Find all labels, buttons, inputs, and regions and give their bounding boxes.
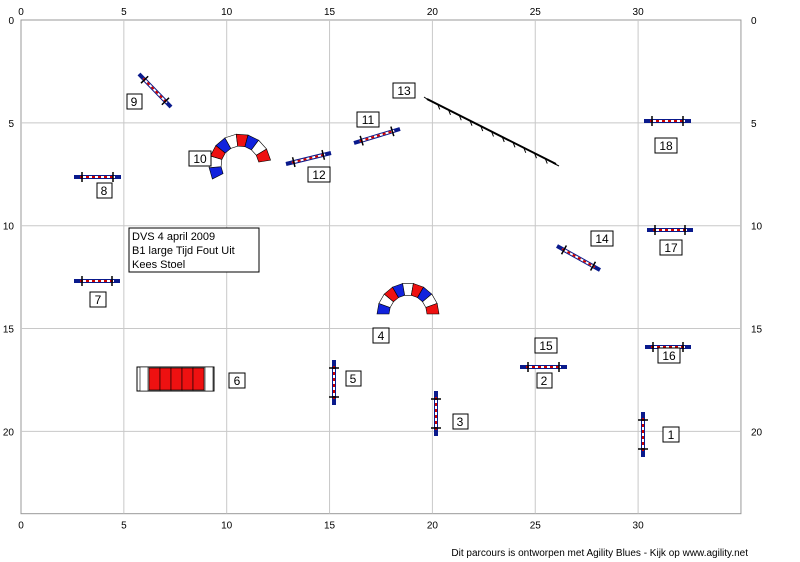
label-5: 5: [345, 370, 362, 387]
label-12: 12: [307, 166, 331, 183]
info-box: DVS 4 april 2009 B1 large Tijd Fout Uit …: [128, 227, 260, 273]
x-tick-bottom: 25: [530, 521, 542, 532]
obstacles-jumps: [74, 72, 693, 457]
label-3-text: 3: [457, 415, 464, 429]
x-tick-bottom: 30: [633, 521, 645, 532]
jump-8: [74, 172, 121, 182]
x-tick-bottom: 10: [221, 521, 233, 532]
obstacles-tunnels: [208, 133, 440, 315]
label-15-text: 15: [539, 339, 553, 353]
label-16-text: 16: [662, 349, 676, 363]
tunnel-4: [376, 283, 440, 315]
x-tick-top: 25: [530, 7, 542, 18]
y-tick-left: 5: [8, 119, 14, 130]
label-8-text: 8: [101, 184, 108, 198]
x-tick-bottom: 5: [121, 521, 127, 532]
label-10: 10: [188, 150, 212, 167]
label-11: 11: [356, 111, 380, 128]
x-tick-top: 0: [18, 7, 24, 18]
label-9-text: 9: [131, 95, 138, 109]
label-1-text: 1: [668, 428, 675, 442]
x-tick-top: 30: [633, 7, 645, 18]
y-tick-left: 15: [3, 325, 15, 336]
label-18: 18: [654, 137, 678, 154]
jump-14: [556, 244, 601, 272]
tunnel-10: [208, 133, 272, 180]
jump-2: [520, 362, 567, 372]
footer-text: Dit parcours is ontworpen met Agility Bl…: [451, 548, 748, 559]
x-tick-top: 15: [324, 7, 336, 18]
label-16: 16: [657, 347, 681, 364]
y-tick-left: 0: [8, 16, 14, 27]
y-tick-right: 15: [751, 325, 763, 336]
label-3: 3: [452, 413, 469, 430]
x-tick-bottom: 15: [324, 521, 336, 532]
x-tick-bottom: 0: [18, 521, 24, 532]
y-tick-right: 5: [751, 119, 757, 130]
info-line-3: Kees Stoel: [132, 259, 185, 271]
label-12-text: 12: [312, 168, 326, 182]
label-4-text: 4: [378, 329, 385, 343]
label-9: 9: [126, 93, 143, 110]
obstacle-numbers: 1 2 3 4 5 6 7 8 9 10 11 12 13 14 15 16 1…: [89, 82, 683, 443]
label-11-text: 11: [362, 113, 375, 127]
info-line-1: DVS 4 april 2009: [132, 231, 215, 243]
label-13-text: 13: [397, 84, 411, 98]
x-tick-top: 20: [427, 7, 439, 18]
label-8: 8: [96, 182, 113, 199]
info-line-2: B1 large Tijd Fout Uit: [132, 245, 235, 257]
label-15: 15: [534, 337, 558, 354]
jump-7: [74, 276, 120, 286]
jump-9: [137, 72, 173, 109]
label-14-text: 14: [595, 232, 609, 246]
y-tick-right: 10: [751, 222, 763, 233]
y-tick-right: 20: [751, 427, 763, 438]
label-6-text: 6: [234, 374, 241, 388]
label-13: 13: [392, 82, 416, 99]
label-2: 2: [536, 372, 553, 389]
label-14: 14: [590, 230, 614, 247]
label-6: 6: [228, 372, 246, 389]
label-2-text: 2: [541, 374, 548, 388]
y-tick-left: 10: [3, 222, 15, 233]
y-tick-right: 0: [751, 16, 757, 27]
x-tick-top: 10: [221, 7, 233, 18]
label-1: 1: [662, 426, 680, 443]
label-10-text: 10: [193, 152, 207, 166]
jump-3: [431, 391, 441, 436]
label-7-text: 7: [95, 293, 102, 307]
label-4: 4: [372, 327, 390, 344]
y-tick-left: 20: [3, 427, 15, 438]
jump-16: [645, 342, 691, 352]
jump-11: [353, 126, 401, 146]
label-7: 7: [89, 291, 107, 308]
label-18-text: 18: [659, 139, 673, 153]
x-tick-bottom: 20: [427, 521, 439, 532]
weave-poles: [423, 96, 560, 167]
jump-12: [285, 149, 332, 168]
x-tick-top: 5: [121, 7, 127, 18]
long-jump: [136, 366, 215, 392]
label-17: 17: [659, 239, 683, 256]
jump-18: [644, 116, 691, 126]
jump-5: [329, 360, 339, 405]
label-5-text: 5: [350, 372, 357, 386]
jump-1: [638, 412, 648, 457]
label-17-text: 17: [664, 241, 678, 255]
jump-17: [647, 225, 693, 235]
